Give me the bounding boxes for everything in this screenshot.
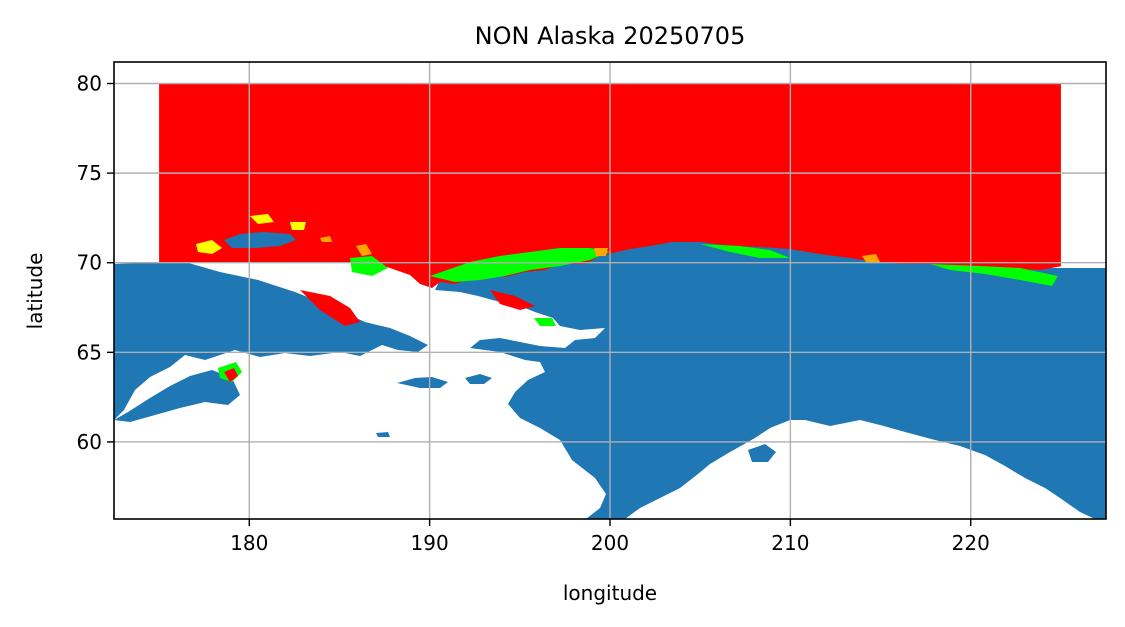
map-title: NON Alaska 20250705 xyxy=(475,22,746,50)
ice-low-concentration-2 xyxy=(250,214,274,224)
ice-red-strip-kotzebue xyxy=(490,290,535,310)
ice-mid-concentration-2 xyxy=(594,248,608,256)
land-kodiak-island xyxy=(748,444,776,462)
y-tick-label: 65 xyxy=(77,340,102,364)
grid-lines xyxy=(114,62,1106,519)
ice-low-concentration-3 xyxy=(290,222,306,230)
map-content xyxy=(114,62,1106,519)
ice-mid-concentration-1 xyxy=(356,244,372,256)
ice-edge-band-east xyxy=(930,264,1058,286)
ice-low-concentration-1 xyxy=(196,240,222,254)
x-axis-ticks: 180 190 200 210 220 xyxy=(230,519,990,555)
ice-red-strip-chukotka xyxy=(300,290,360,326)
x-axis-label: longitude xyxy=(563,581,657,605)
y-tick-label: 80 xyxy=(77,72,102,96)
wrangel-island xyxy=(224,232,296,248)
ice-red-patch-bering xyxy=(224,368,238,382)
y-axis-label: latitude xyxy=(23,253,47,330)
land-alaska xyxy=(435,240,1106,519)
x-tick-label: 200 xyxy=(591,531,629,555)
x-tick-label: 180 xyxy=(230,531,268,555)
y-tick-label: 70 xyxy=(77,251,102,275)
land-nunivak-island xyxy=(465,374,492,384)
y-tick-label: 75 xyxy=(77,161,102,185)
ice-edge-band-west xyxy=(350,256,388,276)
ice-edge-band-norton xyxy=(534,318,556,326)
land-chukotka-south xyxy=(114,370,240,422)
x-tick-label: 210 xyxy=(771,531,809,555)
y-tick-label: 60 xyxy=(77,430,102,454)
ice-edge-band-chukchi xyxy=(430,248,610,282)
x-tick-label: 190 xyxy=(411,531,449,555)
land-st-lawrence-island xyxy=(397,377,448,388)
ice-mid-concentration-3 xyxy=(862,254,880,262)
ice-edge-band-beaufort xyxy=(700,244,790,258)
land-chukotka xyxy=(114,262,428,420)
ice-mid-concentration-4 xyxy=(320,236,332,242)
y-axis-ticks: 60 65 70 75 80 xyxy=(77,72,114,454)
x-tick-label: 220 xyxy=(952,531,990,555)
land-small-island xyxy=(376,432,390,437)
land xyxy=(114,240,1106,519)
